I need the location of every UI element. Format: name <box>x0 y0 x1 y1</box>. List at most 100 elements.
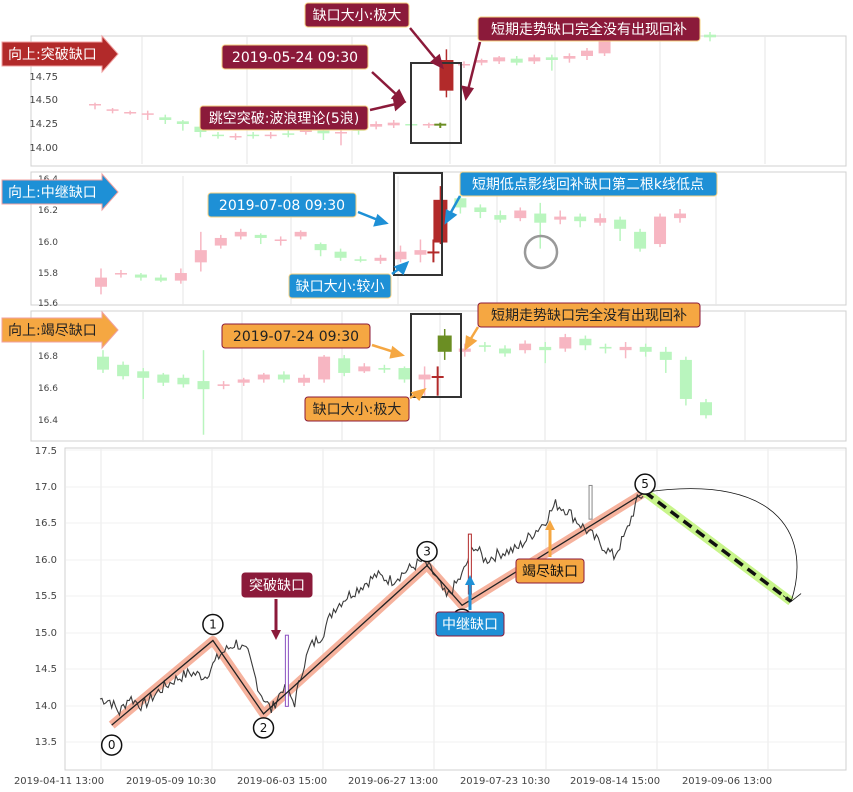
panel2-candles <box>95 186 686 295</box>
main-xtick: 2019-04-11 13:00 <box>14 776 104 787</box>
candle-body <box>217 384 230 386</box>
candle-body <box>599 346 612 349</box>
gap-spike <box>588 484 593 520</box>
candle-body <box>374 257 387 261</box>
annotation-box <box>435 611 505 637</box>
candle-body <box>474 207 487 213</box>
candle-body <box>458 64 470 66</box>
candle-body <box>559 337 572 349</box>
main-yticks: 17.5 17.0 16.5 16.0 15.5 15.0 14.5 14.0 … <box>35 446 57 748</box>
price-series <box>99 491 646 717</box>
candle-body <box>247 134 260 137</box>
candle-body <box>89 104 101 106</box>
candle-body <box>294 231 307 237</box>
candle-body <box>534 213 547 223</box>
candle-body <box>214 237 227 246</box>
candle-body <box>574 216 587 222</box>
candle-body <box>298 377 310 383</box>
panel2-low-circle <box>523 234 559 270</box>
candle-body <box>334 251 347 258</box>
wave-point-marker <box>202 613 224 636</box>
panel-breakaway-gap: 14.75 14.50 14.25 14.00 向上:突破缺口 缺口大小:极大 … <box>1 2 847 167</box>
candle-body <box>159 117 172 120</box>
wave-point-marker <box>100 734 123 756</box>
candle-body <box>95 277 107 287</box>
forecast-line <box>644 490 793 603</box>
panel3-tag: 向上:竭尽缺口 <box>8 323 97 339</box>
gap-spike <box>284 634 289 707</box>
panel1-theory: 跳空突破:波浪理论(5浪) <box>209 111 360 127</box>
main-xtick: 2019-08-14 15:00 <box>570 776 660 787</box>
candle-body <box>141 113 154 115</box>
candle-body <box>254 234 267 238</box>
panel1-short-term-box <box>477 16 701 42</box>
main-ytick: 14.5 <box>35 664 57 675</box>
panel1-tag-arrow <box>1 34 119 74</box>
candle-body <box>358 366 371 372</box>
candle-body <box>545 57 558 60</box>
wave-point-marker <box>416 540 438 563</box>
main-xtick: 2019-05-09 10:30 <box>126 776 216 787</box>
price-line <box>99 484 646 717</box>
candle-body <box>370 124 383 127</box>
candle-body <box>318 356 331 380</box>
candle-body <box>314 244 327 251</box>
panel3-datetime-box <box>221 323 371 349</box>
candle-body <box>478 345 491 347</box>
annotation-arrowhead <box>271 630 281 640</box>
candle-body <box>176 121 189 124</box>
main-ytick: 13.5 <box>35 737 57 748</box>
candle-body <box>634 231 647 249</box>
candle-body <box>277 374 290 380</box>
candle-body <box>519 343 532 351</box>
panel3-datetime: 2019-07-24 09:30 <box>233 329 359 345</box>
panel1-ytick: 14.25 <box>29 119 58 130</box>
annotation-label: 突破缺口 <box>249 578 305 594</box>
candle-body <box>282 133 295 135</box>
main-ytick: 17.0 <box>35 482 57 493</box>
panel2-gap-box <box>393 172 443 276</box>
candle-body <box>563 56 576 59</box>
main-wave-chart: 17.5 17.0 16.5 16.0 15.5 15.0 14.5 14.0 … <box>14 446 847 787</box>
main-ytick: 16.5 <box>35 518 57 529</box>
main-xtick: 2019-09-06 13:00 <box>682 776 772 787</box>
forecast-arc <box>645 488 798 602</box>
panel2-gap-size: 缺口大小:较小 <box>296 279 385 295</box>
candle-body <box>394 251 407 260</box>
main-xticks: 2019-04-11 13:00 2019-05-09 10:30 2019-0… <box>14 776 772 787</box>
candle-body <box>398 368 411 380</box>
panel3-short-term: 短期走势缺口完全没有出现回补 <box>491 307 687 324</box>
candle-body <box>654 216 667 245</box>
candle-body <box>338 358 351 373</box>
panel2-datetime: 2019-07-08 09:30 <box>219 198 345 214</box>
wave-point-label: 3 <box>423 545 431 559</box>
candle-body <box>174 273 187 281</box>
candle-body <box>493 57 506 62</box>
candle-body <box>124 112 137 114</box>
candle-body <box>229 136 242 138</box>
annotation-arrowhead <box>465 575 475 585</box>
panel-runaway-gap: 16.4 16.2 16.0 15.8 15.6 向上:中继缺口 2019-07… <box>1 171 847 309</box>
candle-body <box>177 377 190 385</box>
candle-body <box>494 215 507 220</box>
candle-body <box>194 250 207 263</box>
panel1-arrows <box>369 27 482 112</box>
candle-body <box>97 356 109 370</box>
candle-body <box>106 109 119 111</box>
main-ytick: 15.0 <box>35 628 57 639</box>
candle-body <box>422 124 435 126</box>
annotation-label: 中继缺口 <box>442 617 498 633</box>
candle-body <box>659 351 672 360</box>
panel2-short-term: 短期低点影线回补缺口第二根k线低点 <box>472 176 704 193</box>
candle-body <box>639 346 652 352</box>
panel1-yticks: 14.75 14.50 14.25 14.00 <box>29 72 58 154</box>
main-xtick: 2019-07-23 10:30 <box>460 776 550 787</box>
panel3-tag-arrow <box>1 310 119 350</box>
wave-point-label: 1 <box>209 617 217 631</box>
wave-line <box>111 491 646 726</box>
panel1-datetime-box <box>221 44 369 70</box>
main-xtick: 2019-06-27 13:00 <box>348 776 438 787</box>
panel-exhaustion-gap: 16.8 16.6 16.4 向上:竭尽缺口 2019-07-24 09:30 … <box>1 302 847 442</box>
panel1-ytick: 14.50 <box>29 95 58 106</box>
